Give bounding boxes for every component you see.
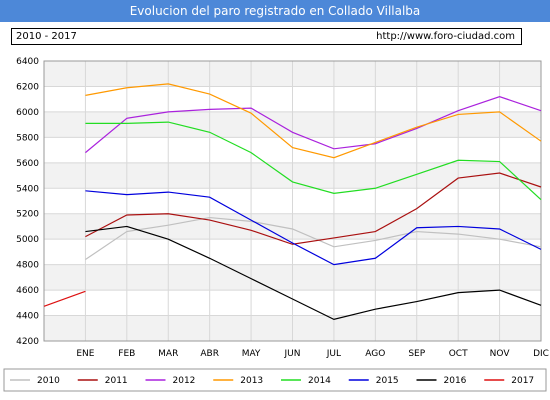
x-tick-label: SEP (408, 349, 425, 359)
plot-border (43, 60, 542, 342)
x-tick-label: MAR (158, 349, 178, 359)
series-line-2013 (85, 83, 542, 159)
info-box: 2010 - 2017 http://www.foro-ciudad.com (11, 28, 522, 45)
x-tick-label: DIC (533, 349, 549, 359)
legend-label-2012: 2012 (173, 376, 196, 386)
y-tick-label: 6400 (16, 57, 39, 67)
legend-box (3, 368, 547, 392)
legend-label-2010: 2010 (37, 376, 60, 386)
series-line-2016 (85, 225, 542, 320)
series-line-2011 (85, 172, 542, 245)
x-tick-label: OCT (449, 349, 468, 359)
source-url: http://www.foro-ciudad.com (376, 31, 515, 42)
grid-lines (43, 60, 542, 342)
legend: 2010 2011 2012 2013 2014 2015 2016 2017 (3, 368, 547, 392)
y-tick-label: 4200 (16, 337, 39, 347)
y-tick-label: 5800 (16, 133, 39, 143)
x-axis-ticks: ENE FEB MAR ABR MAY JUN JUL AGO SEP OCT NOV DIC (76, 349, 549, 359)
y-axis-ticks: 4200 4400 4600 4800 5000 5200 5400 5600 5800 6000… (16, 57, 39, 347)
x-tick-label: ABR (200, 349, 219, 359)
series-lines (43, 83, 542, 320)
x-tick-label: ENE (76, 349, 94, 359)
y-tick-label: 5600 (16, 159, 39, 169)
series-line-2017 (43, 290, 86, 307)
y-tick-label: 4600 (16, 286, 39, 296)
legend-label-2013: 2013 (240, 376, 263, 386)
y-tick-label: 5000 (16, 235, 39, 245)
series-line-2010 (85, 216, 542, 261)
series-line-2012 (85, 96, 542, 154)
y-tick-label: 6000 (16, 108, 39, 118)
x-tick-label: JUL (326, 349, 341, 359)
legend-label-2014: 2014 (308, 376, 331, 386)
series-line-2015 (85, 190, 542, 266)
y-tick-label: 5200 (16, 210, 39, 220)
legend-label-2016: 2016 (444, 376, 467, 386)
legend-label-2011: 2011 (105, 376, 128, 386)
legend-label-2017: 2017 (511, 376, 534, 386)
y-tick-label: 6200 (16, 82, 39, 92)
x-tick-label: AGO (365, 349, 385, 359)
x-tick-label: FEB (118, 349, 135, 359)
y-tick-label: 5400 (16, 184, 39, 194)
x-tick-label: JUN (284, 349, 301, 359)
x-tick-label: NOV (490, 349, 511, 359)
chart-title: Evolucion del paro registrado en Collado… (0, 0, 550, 22)
series-line-2014 (85, 121, 542, 201)
period-label: 2010 - 2017 (16, 31, 77, 42)
x-tick-label: MAY (242, 349, 261, 359)
y-tick-label: 4400 (16, 312, 39, 322)
y-tick-label: 4800 (16, 261, 39, 271)
legend-label-2015: 2015 (376, 376, 399, 386)
